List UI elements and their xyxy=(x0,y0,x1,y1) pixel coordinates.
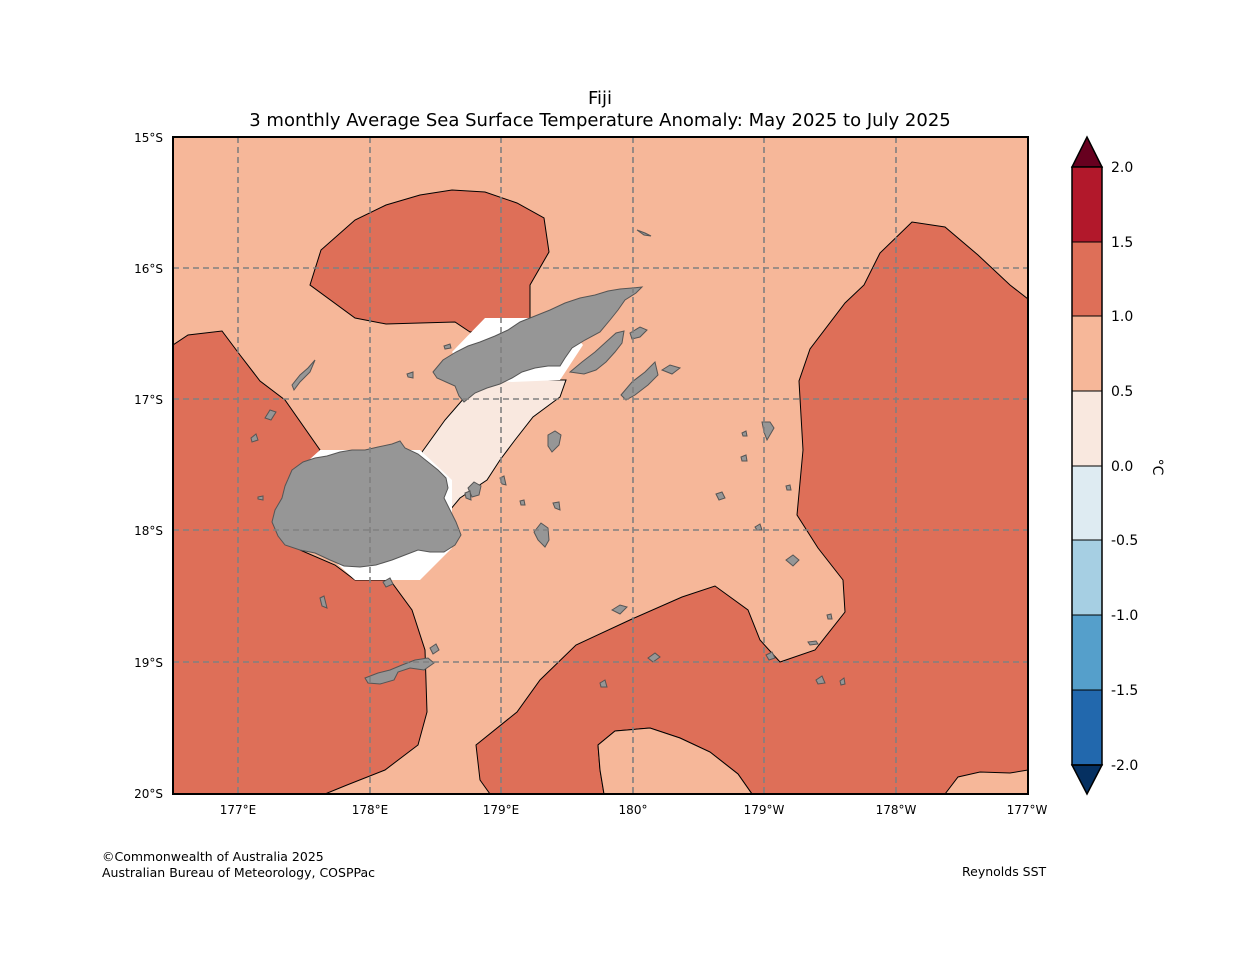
yasawa-islands xyxy=(291,359,316,392)
small-island-east-2 xyxy=(826,613,833,620)
qamea-island xyxy=(629,326,648,340)
lat-label-17s: 17°S xyxy=(134,393,163,407)
cikobia-island xyxy=(636,229,652,237)
lat-label-20s: 20°S xyxy=(134,787,163,801)
colorbar-label-0.0: 0.0 xyxy=(1111,459,1133,475)
colorbar-dividers xyxy=(1072,241,1102,691)
colorbar-bin-1.5-2.0 xyxy=(1072,167,1102,242)
lon-label-178e: 178°E xyxy=(352,803,389,817)
vatulele-island xyxy=(319,595,328,609)
colorbar-label-neg1.0: -1.0 xyxy=(1111,608,1138,624)
kadavu-island xyxy=(364,657,435,685)
matuku-island xyxy=(599,679,608,688)
colorbar-bin-1.0-1.5 xyxy=(1072,242,1102,316)
lat-label-19s: 19°S xyxy=(134,656,163,670)
colorbar: 2.0 1.5 1.0 0.5 0.0 -0.5 -1.0 -1.5 -2.0 … xyxy=(1070,135,1165,796)
colorbar-label-1.0: 1.0 xyxy=(1111,309,1133,325)
beqa-island xyxy=(382,577,394,588)
vanua-levu-island xyxy=(432,286,644,403)
gau-island xyxy=(533,522,550,548)
mamanuca-island-3 xyxy=(257,495,264,501)
lon-label-177e: 177°E xyxy=(220,803,257,817)
colorbar-label-neg1.5: -1.5 xyxy=(1111,683,1138,699)
dataset-label: Reynolds SST xyxy=(962,864,1047,879)
map-frame xyxy=(172,136,1029,795)
colorbar-label-0.5: 0.5 xyxy=(1111,384,1133,400)
ovalau-island xyxy=(467,481,482,498)
lon-label-177w: 177°W xyxy=(1007,803,1048,817)
mamanuca-island-2 xyxy=(250,433,259,443)
graticule xyxy=(173,137,1028,794)
lon-label-178w: 178°W xyxy=(876,803,917,817)
colorbar-extend-min xyxy=(1070,764,1104,796)
colorbar-bin-neg0.5-0.0 xyxy=(1072,466,1102,540)
naitauba-island xyxy=(741,430,748,437)
anomaly-patch-west xyxy=(173,330,428,794)
lon-label-179e: 179°E xyxy=(483,803,520,817)
rabi-island xyxy=(660,364,682,375)
colorbar-label-1.5: 1.5 xyxy=(1111,235,1133,251)
cicia-island xyxy=(740,454,748,462)
small-island-east-1 xyxy=(785,484,792,491)
small-island-central-5 xyxy=(443,343,452,350)
lat-label-18s: 18°S xyxy=(134,524,163,538)
colorbar-unit-label: °C xyxy=(1149,459,1165,476)
lon-label-180: 180° xyxy=(619,803,648,817)
colorbar-extend-max xyxy=(1070,135,1104,168)
colorbar-bin-0.5-1.0 xyxy=(1072,316,1102,391)
longitude-labels: 177°E 178°E 179°E 180° 179°W 178°W 177°W xyxy=(220,803,1048,817)
mamanuca-island-1 xyxy=(264,409,277,421)
koro-island xyxy=(547,430,562,453)
colorbar-bin-0.0-0.5 xyxy=(1072,391,1102,466)
footer-credits: ©Commonwealth of Australia 2025 Australi… xyxy=(102,849,375,881)
map-area xyxy=(173,137,1028,794)
anomaly-patch-north xyxy=(309,189,550,333)
vatoa-island xyxy=(839,677,846,686)
small-island-central-6 xyxy=(464,490,472,501)
map-subtitle: 3 monthly Average Sea Surface Temperatur… xyxy=(249,110,951,131)
nayau-island xyxy=(715,491,726,501)
kabara-island xyxy=(765,651,776,661)
latitude-labels: 15°S 16°S 17°S 18°S 19°S 20°S xyxy=(134,131,163,801)
lat-label-16s: 16°S xyxy=(134,262,163,276)
lakeba-island xyxy=(785,554,800,567)
vanua-vatu-island xyxy=(754,523,763,531)
colorbar-bin-neg1.5-neg1.0 xyxy=(1072,615,1102,690)
lat-label-15s: 15°S xyxy=(134,131,163,145)
colorbar-label-2.0: 2.0 xyxy=(1111,160,1133,176)
colorbar-bin-neg2.0-neg1.5 xyxy=(1072,690,1102,765)
copyright-text: ©Commonwealth of Australia 2025 xyxy=(102,849,324,864)
colorbar-bin-neg1.0-neg0.5 xyxy=(1072,540,1102,615)
small-island-central-2 xyxy=(519,499,526,506)
colorbar-label-neg0.5: -0.5 xyxy=(1111,533,1138,549)
small-island-east-3 xyxy=(807,640,819,646)
map-title: Fiji xyxy=(587,88,613,109)
colorbar-label-neg2.0: -2.0 xyxy=(1111,758,1138,774)
moala-island xyxy=(610,604,628,615)
source-text: Australian Bureau of Meteorology, COSPPa… xyxy=(102,865,375,880)
small-island-central-4 xyxy=(429,643,440,655)
small-island-central-3 xyxy=(552,501,561,511)
taveuni-island xyxy=(568,330,625,375)
ono-lau-island xyxy=(815,675,826,685)
lon-label-179w: 179°W xyxy=(744,803,785,817)
totoya-island xyxy=(647,652,661,663)
yadua-island xyxy=(406,371,414,379)
